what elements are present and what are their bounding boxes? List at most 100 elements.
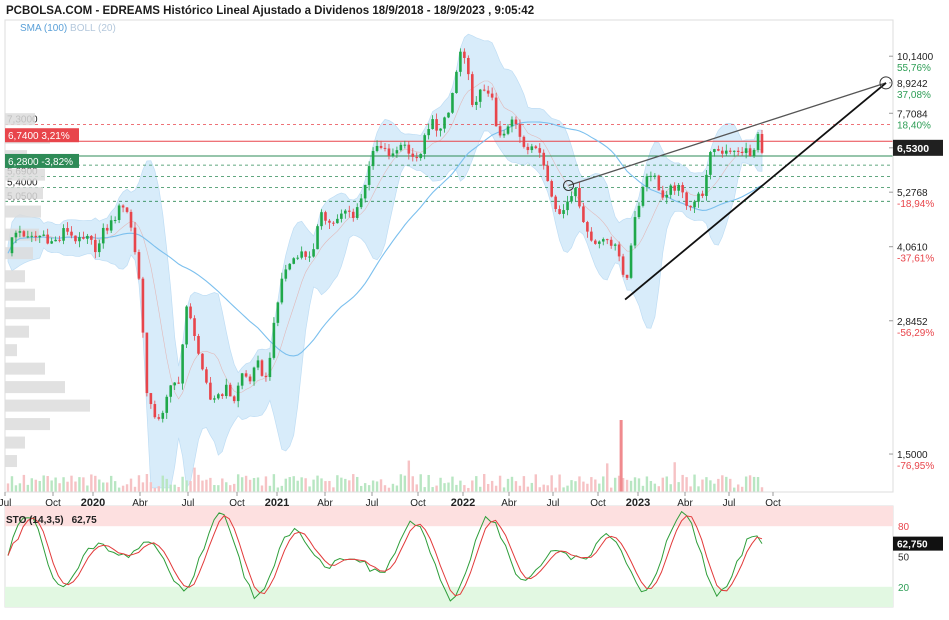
x-tick-label: Jul <box>0 498 11 509</box>
candle-body <box>717 149 720 151</box>
volume-bar <box>133 486 137 492</box>
volume-bar <box>205 479 208 492</box>
volume-bar <box>304 478 307 492</box>
candle-body <box>232 396 236 402</box>
candle-body <box>371 150 375 167</box>
candle-body <box>530 146 534 151</box>
candle-body <box>463 51 466 58</box>
candle-body <box>673 185 676 191</box>
volume-bar <box>518 485 522 492</box>
volume-bar <box>185 480 188 492</box>
candle-body <box>30 235 34 237</box>
volume-bar <box>685 477 688 492</box>
legend-sma[interactable]: SMA (100) <box>20 23 68 34</box>
candle-body <box>121 205 125 208</box>
volume-bar <box>641 485 645 492</box>
volume-bar <box>117 487 121 492</box>
volume-profile-bar <box>5 168 45 181</box>
last-price-badge-box <box>893 139 943 156</box>
candle-body <box>653 175 657 177</box>
sma-100-line <box>7 121 763 357</box>
volume-bar <box>86 485 89 492</box>
candle-body <box>724 150 728 154</box>
candle-body <box>344 210 347 214</box>
candle-body <box>601 239 605 242</box>
candle-body <box>340 213 343 219</box>
volume-bar <box>617 475 621 492</box>
candle-body <box>736 150 740 152</box>
candle-body <box>117 205 121 221</box>
volume-bar <box>26 484 30 492</box>
volume-bar <box>721 475 724 492</box>
volume-bar <box>98 479 101 492</box>
candle-body <box>661 190 665 198</box>
candle-body <box>597 241 601 244</box>
last-price-badge-text: 6,5300 <box>897 143 929 155</box>
candle-body <box>62 228 65 241</box>
volume-bar <box>744 476 748 492</box>
volume-bar <box>411 476 414 492</box>
volume-bar <box>443 483 446 492</box>
candle-body <box>351 211 355 218</box>
candle-body <box>272 322 276 358</box>
candle-body <box>474 101 478 105</box>
volume-bar <box>284 478 287 492</box>
candle-body <box>153 404 157 418</box>
volume-bar <box>336 475 339 492</box>
volume-profile-bar <box>5 113 35 126</box>
candle-body <box>173 382 176 386</box>
candle-body <box>46 234 49 244</box>
sto-label[interactable]: STO (14,3,5) <box>6 515 64 526</box>
candle-body <box>324 212 327 221</box>
volume-bar <box>229 485 232 492</box>
volume-bar <box>30 478 34 492</box>
volume-bar <box>272 474 276 492</box>
candle-body <box>391 153 395 156</box>
candle-body <box>713 149 716 153</box>
volume-bar <box>102 482 105 492</box>
volume-bar <box>705 477 708 492</box>
candle-body <box>510 119 514 127</box>
candle-body <box>181 344 184 384</box>
candle-body <box>355 207 359 218</box>
volume-bar <box>645 476 649 492</box>
candle-body <box>423 135 426 154</box>
volume-bar <box>264 476 268 492</box>
candle-body <box>701 193 704 196</box>
y-tick-label: 4,0610 <box>897 243 928 254</box>
candle-body <box>157 417 161 419</box>
candle-body <box>689 205 692 208</box>
candle-body <box>502 133 506 136</box>
volume-bar <box>252 477 256 492</box>
volume-bar <box>498 475 502 492</box>
volume-bar <box>733 487 736 492</box>
volume-bar <box>248 479 252 492</box>
candle-body <box>125 207 129 212</box>
volume-bar <box>701 479 704 492</box>
volume-bar <box>689 486 692 492</box>
volume-bar <box>173 484 176 492</box>
sto-badge-box <box>893 536 943 551</box>
candle-body <box>685 192 688 206</box>
volume-bar <box>42 475 45 492</box>
sto-level-label: 20 <box>898 583 910 594</box>
volume-bar <box>22 474 26 492</box>
candle-body <box>387 148 391 156</box>
candle-body <box>705 174 708 196</box>
candle-body <box>582 206 585 223</box>
candle-body <box>141 278 145 333</box>
candle-body <box>308 256 311 258</box>
candle-body <box>681 184 684 193</box>
volume-bar <box>106 482 109 492</box>
volume-bar <box>578 476 581 492</box>
candle-body <box>26 236 30 238</box>
volume-bar <box>356 476 359 492</box>
volume-bar <box>145 474 149 492</box>
legend-boll[interactable]: BOLL (20) <box>70 23 116 34</box>
candle-body <box>42 234 46 236</box>
candle-body <box>455 71 458 93</box>
candle-body <box>403 144 407 146</box>
candle-body <box>693 201 696 208</box>
upper-trendline <box>568 82 887 187</box>
volume-bar <box>729 478 732 492</box>
